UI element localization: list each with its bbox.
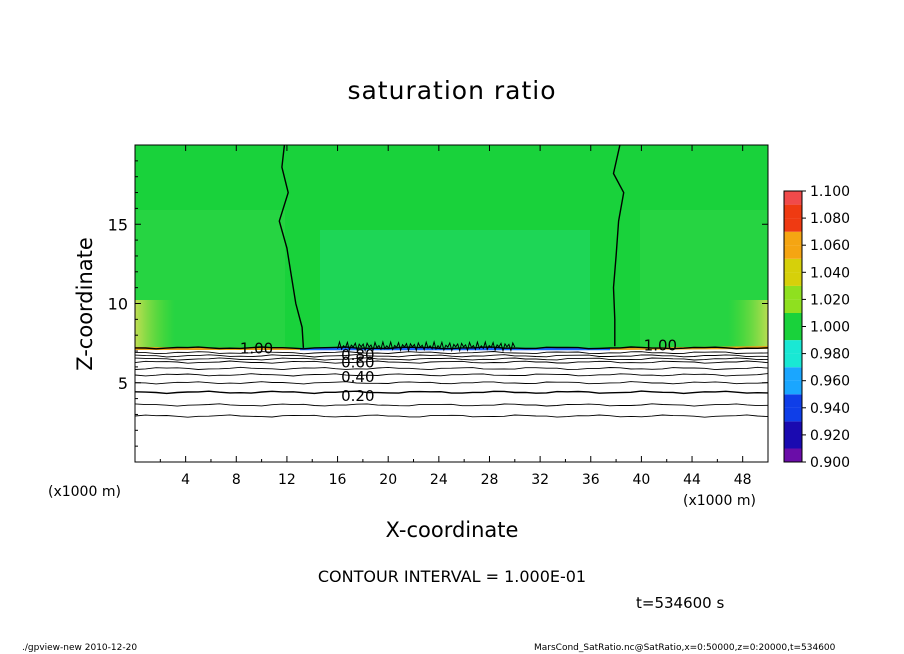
contour-line	[135, 366, 768, 371]
contour-lines: 0.200.400.600.80 1.00 1.00	[135, 145, 768, 418]
contour-label: 0.80	[341, 346, 374, 364]
colorbar-label: 0.920	[810, 428, 850, 444]
colorbar-segment	[784, 299, 802, 313]
colorbar-segment	[784, 434, 802, 449]
colorbar-segment	[784, 272, 802, 286]
contour-line	[135, 373, 768, 377]
surface-layer	[135, 349, 768, 462]
colorbar-segment	[784, 380, 802, 395]
colorbar-segment	[784, 421, 802, 435]
x-tick-label: 4	[181, 472, 190, 488]
colorbar-segment	[784, 285, 802, 300]
colorbar-label: 0.940	[810, 401, 850, 417]
x-unit-right: (x1000 m)	[683, 493, 756, 509]
contour-line-1-00-left	[278, 145, 305, 348]
x-tick-label: 36	[582, 472, 600, 488]
colorbar-segment	[784, 448, 802, 462]
x-tick-label: 24	[430, 472, 448, 488]
y-tick-label: 15	[108, 215, 128, 234]
colorbar-segment	[784, 258, 802, 273]
y-tick-label: 5	[118, 374, 128, 393]
contour-label: 0.20	[341, 387, 374, 405]
y-axis-label: Z-coordinate	[73, 237, 97, 371]
footer-data-source-label: MarsCond_SatRatio.nc@SatRatio,x=0:50000,…	[534, 643, 836, 653]
colorbar-label: 1.060	[810, 238, 850, 254]
contour-interval-label: CONTOUR INTERVAL = 1.000E-01	[317, 567, 587, 586]
contour-line-cloud-base	[337, 340, 516, 353]
chart-title: saturation ratio	[347, 76, 557, 105]
x-tick-label: 44	[683, 472, 701, 488]
colorbar-segment	[784, 340, 802, 354]
plot-area: 0.200.400.600.80 1.00 1.00	[134, 144, 769, 463]
footer-script-label: ./gpview-new 2010-12-20	[22, 643, 138, 653]
x-axis-label: X-coordinate	[386, 518, 519, 542]
contour-label: 0.40	[341, 368, 374, 386]
x-tick-label: 12	[278, 472, 296, 488]
contour-line-saturation	[135, 346, 768, 350]
colorbar-label: 1.100	[810, 184, 850, 200]
x-tick-label: 20	[379, 472, 397, 488]
colorbar-segment	[784, 367, 802, 381]
colorbar-segment	[784, 326, 802, 341]
contour-line	[135, 351, 768, 355]
x-tick-label: 40	[632, 472, 650, 488]
colorbar-label: 1.080	[810, 211, 850, 227]
x-unit-left: (x1000 m)	[48, 484, 121, 500]
x-axis: 4 8 12 16 20 24 28 32 36 40 44 48	[159, 145, 752, 488]
x-tick-label: 8	[232, 472, 241, 488]
contour-line-1-00-right	[612, 145, 625, 347]
y-tick-label: 10	[108, 295, 128, 314]
colorbar-segment	[784, 204, 802, 219]
x-tick-label: 48	[734, 472, 752, 488]
x-tick-label: 32	[531, 472, 549, 488]
x-tick-label: 28	[481, 472, 499, 488]
contour-line	[135, 390, 768, 395]
colorbar-segment	[784, 191, 802, 205]
contour-line	[135, 360, 768, 364]
colorbar-segment	[784, 353, 802, 368]
colorbar: 0.900 0.920 0.940 0.960 0.980 1.000 1.020 1.040…	[783, 184, 850, 471]
colorbar-label: 1.040	[810, 265, 850, 281]
colorbar-label: 1.000	[810, 320, 850, 336]
time-label: t=534600 s	[636, 594, 725, 612]
contour-line	[135, 357, 768, 361]
contour-label: 1.00	[240, 339, 273, 357]
colorbar-segment	[784, 245, 802, 259]
colorbar-label: 0.900	[810, 455, 850, 471]
colorbar-segment	[784, 407, 802, 422]
colorbar-segment	[784, 312, 802, 327]
colorbar-segment	[784, 231, 802, 246]
contour-line	[135, 381, 768, 385]
colorbar-segment	[784, 218, 802, 232]
y-axis: 5 10 15	[108, 160, 768, 447]
x-tick-label: 16	[329, 472, 347, 488]
colorbar-segment	[784, 394, 802, 408]
colorbar-label: 0.980	[810, 347, 850, 363]
colorbar-label: 0.960	[810, 374, 850, 390]
contour-line	[135, 414, 768, 418]
contour-label: 0.60	[341, 354, 374, 372]
colorbar-label: 1.020	[810, 292, 850, 308]
contour-line	[135, 403, 768, 407]
contour-line	[135, 354, 768, 358]
contour-label: 1.00	[644, 336, 677, 354]
